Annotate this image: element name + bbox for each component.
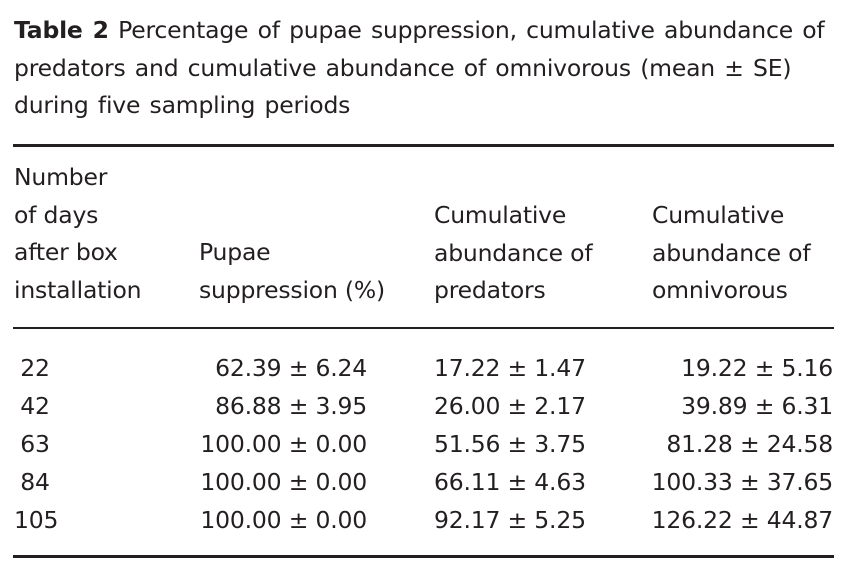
column-header-predators-line: predators bbox=[434, 276, 546, 304]
cell-days: 63 bbox=[20, 430, 50, 458]
column-header-omnivorous-line: omnivorous bbox=[652, 276, 788, 304]
cell-predators: 51.56 ± 3.75 bbox=[434, 430, 586, 458]
cell-omnivorous: 39.89 ± 6.31 bbox=[681, 392, 833, 420]
column-header-days: Number of days after box installation bbox=[14, 159, 142, 309]
cell-omnivorous: 100.33 ± 37.65 bbox=[651, 468, 834, 496]
column-header-omnivorous-line: Cumulative bbox=[652, 201, 785, 229]
table-caption: Table 2 Percentage of pupae suppression,… bbox=[14, 12, 836, 125]
cell-days: 22 bbox=[20, 354, 50, 382]
table-row: 105 100.00 ± 0.00 92.17 ± 5.25 126.22 ± … bbox=[0, 501, 855, 539]
cell-pupae-suppression: 62.39 ± 6.24 bbox=[215, 354, 367, 382]
cell-pupae-suppression: 100.00 ± 0.00 bbox=[200, 468, 367, 496]
table-row: 84 100.00 ± 0.00 66.11 ± 4.63 100.33 ± 3… bbox=[0, 463, 855, 501]
table-bottom-rule bbox=[13, 555, 834, 558]
cell-omnivorous: 19.22 ± 5.16 bbox=[681, 354, 833, 382]
cell-days: 84 bbox=[20, 468, 50, 496]
column-header-pupae-line: suppression (%) bbox=[199, 275, 385, 304]
table-caption-text: Percentage of pupae suppression, cumulat… bbox=[14, 16, 825, 119]
cell-days: 105 bbox=[14, 506, 59, 534]
column-header-predators-line: Cumulative bbox=[434, 201, 567, 229]
column-header-predators-line: abundance of bbox=[434, 238, 593, 267]
column-header-days-line: after box bbox=[14, 238, 118, 266]
table-top-rule bbox=[13, 144, 834, 147]
cell-omnivorous: 126.22 ± 44.87 bbox=[651, 506, 834, 534]
column-header-omnivorous: Cumulative abundance of omnivorous bbox=[652, 197, 811, 310]
table-row: 63 100.00 ± 0.00 51.56 ± 3.75 81.28 ± 24… bbox=[0, 425, 855, 463]
cell-pupae-suppression: 100.00 ± 0.00 bbox=[200, 430, 367, 458]
cell-predators: 92.17 ± 5.25 bbox=[434, 506, 586, 534]
column-header-predators: Cumulative abundance of predators bbox=[434, 197, 593, 310]
column-header-days-line: of days bbox=[14, 200, 99, 229]
cell-pupae-suppression: 86.88 ± 3.95 bbox=[215, 392, 367, 420]
table-row: 22 62.39 ± 6.24 17.22 ± 1.47 19.22 ± 5.1… bbox=[0, 349, 855, 387]
cell-days: 42 bbox=[20, 392, 50, 420]
column-header-days-line: installation bbox=[14, 275, 142, 304]
table-label: Table 2 bbox=[14, 16, 109, 44]
column-header-pupae: Pupae suppression (%) bbox=[199, 234, 385, 309]
column-header-days-line: Number bbox=[14, 163, 108, 191]
cell-predators: 66.11 ± 4.63 bbox=[434, 468, 586, 496]
column-header-pupae-line: Pupae bbox=[199, 238, 271, 266]
cell-predators: 26.00 ± 2.17 bbox=[434, 392, 586, 420]
table-row: 42 86.88 ± 3.95 26.00 ± 2.17 39.89 ± 6.3… bbox=[0, 387, 855, 425]
column-header-omnivorous-line: abundance of bbox=[652, 238, 811, 267]
table-body: 22 62.39 ± 6.24 17.22 ± 1.47 19.22 ± 5.1… bbox=[0, 349, 855, 539]
cell-pupae-suppression: 100.00 ± 0.00 bbox=[200, 506, 367, 534]
cell-predators: 17.22 ± 1.47 bbox=[434, 354, 586, 382]
cell-omnivorous: 81.28 ± 24.58 bbox=[666, 430, 833, 458]
table-header-rule bbox=[13, 327, 834, 329]
